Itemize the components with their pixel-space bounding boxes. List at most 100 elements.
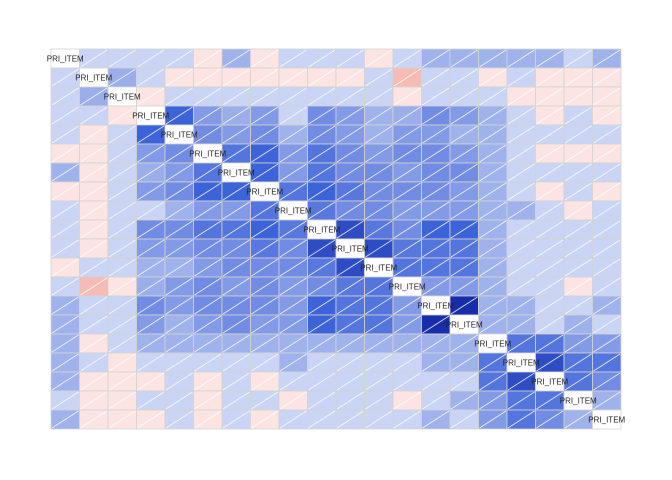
cell-slash <box>450 372 478 391</box>
cell-slash <box>137 334 165 353</box>
cell-slash <box>564 201 592 220</box>
cell-slash <box>51 87 79 106</box>
cell-slash <box>536 106 564 125</box>
cell-slash <box>80 182 108 201</box>
cell-slash <box>279 277 307 296</box>
cell-slash <box>251 277 279 296</box>
cell-slash <box>593 258 621 277</box>
cell-slash <box>365 201 393 220</box>
cell-slash <box>108 315 136 334</box>
cell-slash <box>108 334 136 353</box>
cell-slash <box>365 315 393 334</box>
cell-slash <box>194 87 222 106</box>
cell-slash <box>422 163 450 182</box>
cell-slash <box>365 220 393 239</box>
cell-slash <box>222 353 250 372</box>
cell-slash <box>108 239 136 258</box>
cell-slash <box>251 106 279 125</box>
diagonal-label: PRI_ITEM <box>446 321 483 330</box>
cell-slash <box>251 258 279 277</box>
cell-slash <box>108 106 136 125</box>
cell-slash <box>564 87 592 106</box>
cell-slash <box>507 296 535 315</box>
cell-slash <box>422 144 450 163</box>
cell-slash <box>80 410 108 429</box>
cell-slash <box>194 334 222 353</box>
cell-slash <box>507 49 535 68</box>
cell-slash <box>422 334 450 353</box>
cell-slash <box>393 353 421 372</box>
cell-slash <box>564 144 592 163</box>
cell-slash <box>222 87 250 106</box>
cell-slash <box>222 258 250 277</box>
diagonal-label: PRI_ITEM <box>189 150 226 159</box>
cell-slash <box>479 106 507 125</box>
cell-slash <box>108 144 136 163</box>
diagonal-label: PRI_ITEM <box>588 416 625 425</box>
cell-slash <box>194 277 222 296</box>
cell-slash <box>137 163 165 182</box>
cell-slash <box>251 296 279 315</box>
cell-slash <box>251 334 279 353</box>
cell-slash <box>393 334 421 353</box>
cell-slash <box>137 68 165 87</box>
diagonal-label: PRI_ITEM <box>332 245 369 254</box>
cell-slash <box>279 410 307 429</box>
cell-slash <box>593 239 621 258</box>
cell-slash <box>51 201 79 220</box>
cell-slash <box>51 353 79 372</box>
cell-slash <box>450 277 478 296</box>
cell-slash <box>336 182 364 201</box>
cell-slash <box>507 163 535 182</box>
diagonal-label: PRI_ITEM <box>246 188 283 197</box>
cell-slash <box>194 258 222 277</box>
cell-slash <box>80 201 108 220</box>
cell-slash <box>308 334 336 353</box>
cell-slash <box>365 239 393 258</box>
diagonal-label: PRI_ITEM <box>531 378 568 387</box>
cell-slash <box>51 315 79 334</box>
cell-slash <box>80 372 108 391</box>
cell-slash <box>564 220 592 239</box>
cell-slash <box>108 258 136 277</box>
cell-slash <box>222 372 250 391</box>
cell-slash <box>165 315 193 334</box>
cell-slash <box>251 410 279 429</box>
cell-slash <box>564 68 592 87</box>
cell-slash <box>479 239 507 258</box>
cell-slash <box>51 106 79 125</box>
cell-slash <box>365 182 393 201</box>
cell-slash <box>393 315 421 334</box>
cell-slash <box>308 315 336 334</box>
cell-slash <box>222 391 250 410</box>
cell-slash <box>165 49 193 68</box>
cell-slash <box>308 106 336 125</box>
cell-slash <box>336 391 364 410</box>
cell-slash <box>137 372 165 391</box>
cell-slash <box>222 220 250 239</box>
cell-slash <box>450 220 478 239</box>
cell-slash <box>251 315 279 334</box>
diagonal-label: PRI_ITEM <box>104 93 141 102</box>
cell-slash <box>194 296 222 315</box>
cell-slash <box>194 391 222 410</box>
cell-slash <box>108 68 136 87</box>
cell-slash <box>365 372 393 391</box>
cell-slash <box>564 125 592 144</box>
cell-slash <box>51 391 79 410</box>
cell-slash <box>507 87 535 106</box>
cell-slash <box>308 391 336 410</box>
cell-slash <box>222 201 250 220</box>
cell-slash <box>137 410 165 429</box>
cell-slash <box>393 68 421 87</box>
cell-slash <box>593 353 621 372</box>
cell-slash <box>165 68 193 87</box>
cell-slash <box>194 315 222 334</box>
heatmap-cell <box>592 409 622 430</box>
cell-slash <box>365 68 393 87</box>
cell-slash <box>51 334 79 353</box>
cell-slash <box>194 182 222 201</box>
cell-slash <box>137 220 165 239</box>
cell-slash <box>536 239 564 258</box>
